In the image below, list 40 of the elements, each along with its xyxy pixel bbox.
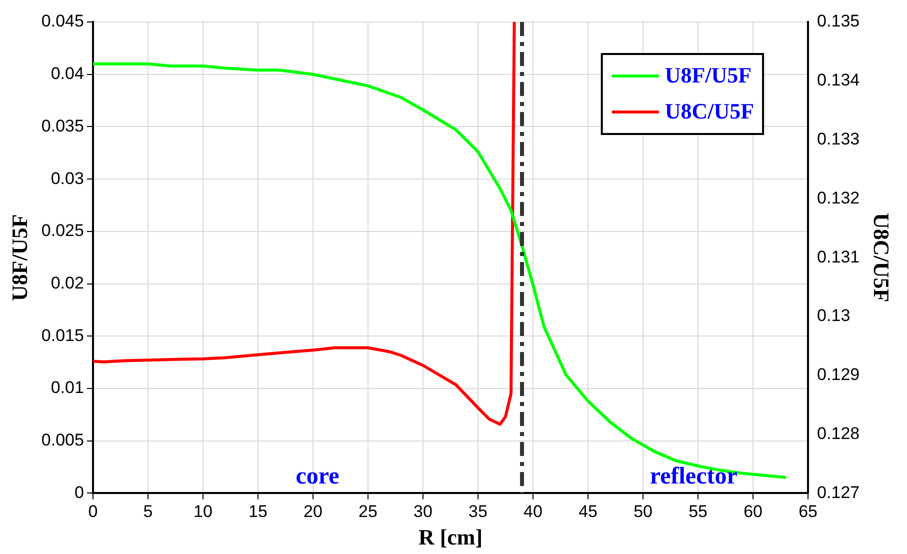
- y2-tick-label: 0.134: [817, 70, 860, 90]
- y-tick-label: 0.04: [50, 64, 84, 84]
- x-tick-label: 20: [304, 502, 322, 522]
- x-tick-label: 50: [634, 502, 652, 522]
- y-tick-label: 0.02: [50, 273, 84, 292]
- y-tick-label: 0.025: [41, 221, 84, 240]
- x-tick-label: 0: [88, 502, 98, 522]
- y-tick-label: 0.03: [50, 168, 84, 188]
- legend-label: U8F/U5F: [664, 62, 752, 88]
- y2-tick-label: 0.127: [817, 482, 860, 502]
- y-tick-label: 0.005: [41, 430, 84, 450]
- x-tick-label: 10: [194, 502, 212, 522]
- annotation: reflector: [650, 463, 738, 490]
- y-tick-label: 0.045: [41, 12, 84, 31]
- x-tick-label: 35: [468, 502, 488, 522]
- y2-tick-label: 0.131: [817, 247, 860, 266]
- x-tick-label: 5: [143, 502, 153, 522]
- y2-tick-label: 0.135: [817, 12, 860, 31]
- x-tick-label: 25: [358, 502, 378, 522]
- x-tick-label: 15: [248, 502, 268, 522]
- x-tick-label: 40: [524, 502, 542, 522]
- y2-tick-label: 0.129: [817, 365, 860, 384]
- y2-axis-title: U8C/U5F: [869, 212, 894, 302]
- x-tick-label: 60: [744, 502, 763, 522]
- y2-tick-label: 0.128: [817, 424, 860, 443]
- x-axis-title: R [cm]: [418, 524, 483, 550]
- x-tick-label: 30: [414, 502, 432, 522]
- y2-tick-label: 0.13: [817, 306, 850, 326]
- y2-tick-label: 0.133: [817, 129, 860, 148]
- legend-label: U8C/U5F: [664, 98, 754, 124]
- y-axis-title: U8F/U5F: [6, 214, 32, 301]
- y-tick-label: 0.035: [41, 116, 84, 136]
- y-tick-label: 0: [74, 482, 84, 502]
- annotation: core: [296, 463, 340, 490]
- x-tick-label: 45: [578, 502, 598, 522]
- y-tick-label: 0.01: [50, 378, 84, 398]
- x-tick-label: 65: [798, 502, 818, 522]
- y-tick-label: 0.015: [41, 326, 84, 345]
- y2-tick-label: 0.132: [817, 188, 860, 208]
- x-tick-label: 55: [688, 502, 708, 522]
